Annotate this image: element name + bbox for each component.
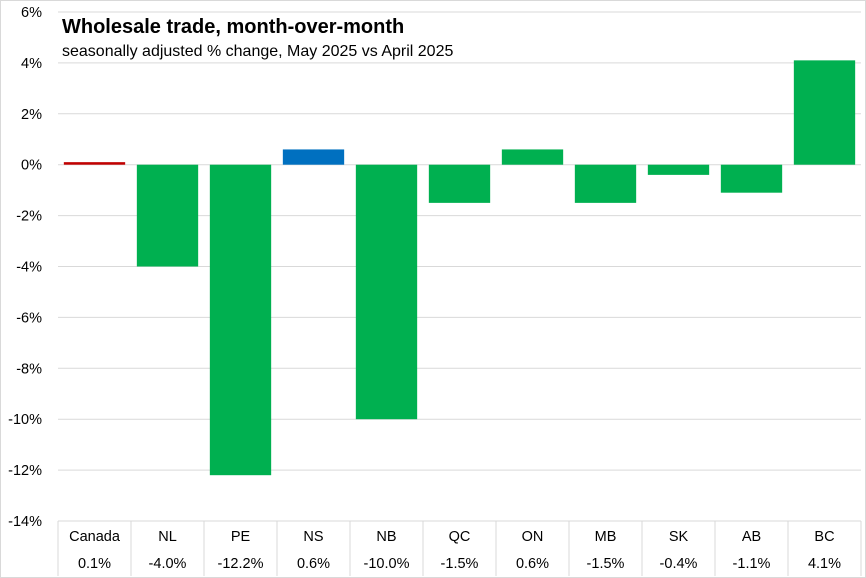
gridlines	[58, 11, 861, 522]
bar-pe	[209, 164, 272, 476]
bars	[63, 60, 856, 476]
value-label: -1.5%	[441, 556, 479, 572]
y-tick-label: -2%	[16, 209, 42, 225]
y-tick-label: 2%	[21, 107, 42, 123]
value-label: 0.6%	[297, 556, 330, 572]
category-label: QC	[449, 529, 471, 545]
value-label: 4.1%	[808, 556, 841, 572]
category-label: BC	[814, 529, 834, 545]
bar-on	[501, 149, 564, 165]
category-label: NL	[158, 529, 177, 545]
category-label: SK	[669, 529, 689, 545]
value-label: -1.1%	[733, 556, 771, 572]
value-label: -0.4%	[660, 556, 698, 572]
value-label: -10.0%	[364, 556, 410, 572]
y-tick-label: 6%	[21, 5, 42, 21]
category-label: MB	[595, 529, 617, 545]
y-tick-label: -14%	[8, 514, 42, 530]
y-tick-label: -12%	[8, 463, 42, 479]
y-tick-label: -4%	[16, 260, 42, 276]
bar-sk	[647, 164, 710, 175]
chart-title: Wholesale trade, month-over-month	[62, 16, 404, 38]
value-label: -1.5%	[587, 556, 625, 572]
category-label: PE	[231, 529, 251, 545]
y-tick-label: 4%	[21, 56, 42, 72]
chart-subtitle: seasonally adjusted % change, May 2025 v…	[62, 43, 453, 60]
y-tick-label: -6%	[16, 310, 42, 326]
category-label: ON	[522, 529, 544, 545]
y-tick-label: 0%	[21, 158, 42, 174]
y-tick-label: -8%	[16, 361, 42, 377]
bar-nb	[355, 164, 418, 420]
bar-qc	[428, 164, 491, 203]
y-axis: 6% 4% 2% 0% -2% -4% -6% -8% -10% -12% -14%	[8, 5, 42, 530]
category-label: AB	[742, 529, 761, 545]
value-label: -4.0%	[149, 556, 187, 572]
category-label: NS	[303, 529, 323, 545]
data-table: Canada 0.1% NL -4.0% PE -12.2% NS 0.6% NB -10.0% Q…	[57, 521, 862, 576]
bar-canada	[63, 162, 126, 165]
bar-ns	[282, 149, 345, 165]
value-label: -12.2%	[218, 556, 264, 572]
category-label: Canada	[69, 529, 121, 545]
value-label: 0.1%	[78, 556, 111, 572]
value-label: 0.6%	[516, 556, 549, 572]
bar-mb	[574, 164, 637, 203]
category-label: NB	[376, 529, 396, 545]
bar-nl	[136, 164, 199, 267]
bar-ab	[720, 164, 783, 193]
y-tick-label: -10%	[8, 412, 42, 428]
bar-bc	[793, 60, 856, 165]
